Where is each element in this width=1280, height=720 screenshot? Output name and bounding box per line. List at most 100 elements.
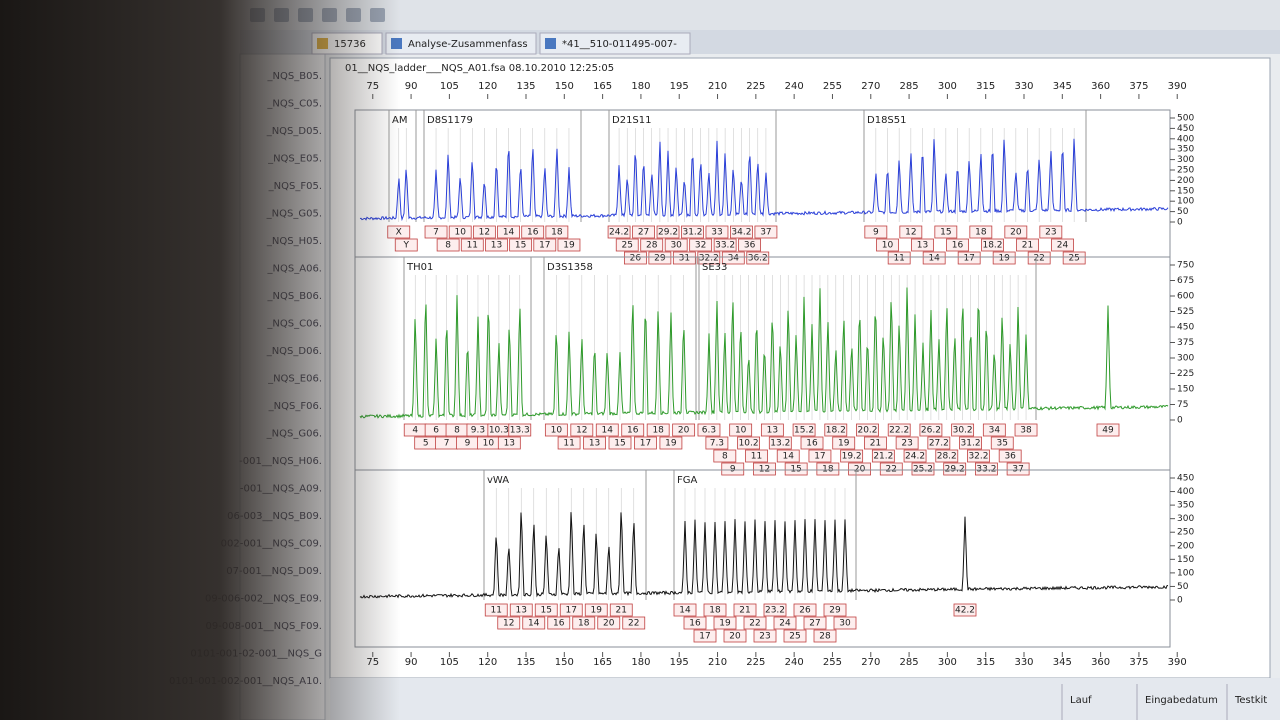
allele-label: 6 bbox=[433, 426, 439, 436]
allele-box bbox=[497, 436, 521, 450]
allele-label: 21 bbox=[1022, 241, 1033, 251]
y-tick-label: 400 bbox=[1177, 487, 1194, 497]
allele-label: 32 bbox=[695, 241, 706, 251]
allele-label: 13 bbox=[917, 241, 928, 251]
allele-box bbox=[951, 423, 975, 437]
size-tick-label: 255 bbox=[823, 81, 842, 92]
allele-label: 29 bbox=[829, 606, 841, 616]
allele-label: 19 bbox=[591, 606, 603, 616]
allele-label: 16 bbox=[806, 439, 818, 449]
allele-label: 28 bbox=[819, 632, 831, 642]
allele-box bbox=[547, 616, 571, 630]
size-tick-label: 105 bbox=[440, 81, 459, 92]
allele-box bbox=[448, 225, 472, 239]
allele-label: 22 bbox=[749, 619, 760, 629]
allele-box bbox=[856, 423, 879, 437]
allele-box bbox=[436, 238, 460, 252]
allele-label: 23 bbox=[759, 632, 770, 642]
allele-label: 28 bbox=[646, 241, 658, 251]
allele-label: 23 bbox=[1045, 228, 1056, 238]
allele-label: 14 bbox=[679, 606, 691, 616]
allele-label: 15 bbox=[940, 228, 951, 238]
allele-label: 14 bbox=[783, 452, 795, 462]
size-tick-label: 300 bbox=[938, 657, 957, 668]
marker-name: SE33 bbox=[702, 262, 727, 273]
size-tick-label: 300 bbox=[938, 81, 957, 92]
size-tick-label: 345 bbox=[1053, 657, 1072, 668]
allele-box bbox=[969, 225, 993, 239]
size-tick-label: 315 bbox=[976, 657, 995, 668]
allele-box bbox=[672, 423, 696, 437]
allele-label: 17 bbox=[566, 606, 577, 616]
allele-box bbox=[485, 238, 508, 252]
allele-box bbox=[570, 423, 594, 437]
allele-box bbox=[903, 449, 927, 463]
allele-label: 32.2 bbox=[699, 254, 719, 264]
allele-label: 22.2 bbox=[889, 426, 909, 436]
allele-box bbox=[705, 436, 729, 450]
size-tick-label: 225 bbox=[746, 657, 765, 668]
allele-label: 38 bbox=[1020, 426, 1032, 436]
toolbar bbox=[240, 0, 1280, 30]
allele-label: 13 bbox=[504, 439, 515, 449]
allele-label: 15 bbox=[515, 241, 526, 251]
allele-label: 13.2 bbox=[770, 439, 790, 449]
y-tick-label: 150 bbox=[1177, 385, 1194, 395]
allele-label: 9 bbox=[465, 439, 471, 449]
allele-box bbox=[521, 225, 545, 239]
marker-name: vWA bbox=[487, 475, 509, 486]
allele-label: 13.3 bbox=[510, 426, 530, 436]
allele-box bbox=[508, 423, 532, 437]
allele-label: 11 bbox=[893, 254, 904, 264]
allele-box bbox=[583, 436, 606, 450]
allele-label: 20.2 bbox=[857, 426, 877, 436]
allele-label: 31.2 bbox=[961, 439, 981, 449]
allele-box bbox=[460, 238, 484, 252]
allele-label: 20 bbox=[729, 632, 741, 642]
allele-label: 11 bbox=[467, 241, 478, 251]
allele-box bbox=[584, 603, 608, 617]
allele-box bbox=[557, 436, 581, 450]
allele-label: 22 bbox=[628, 619, 639, 629]
allele-box bbox=[823, 603, 847, 617]
allele-box bbox=[957, 251, 981, 265]
allele-box bbox=[484, 603, 508, 617]
size-tick-label: 255 bbox=[823, 657, 842, 668]
allele-label: 20 bbox=[1010, 228, 1022, 238]
allele-box bbox=[753, 462, 776, 476]
allele-box bbox=[922, 251, 946, 265]
allele-label: 37 bbox=[760, 228, 771, 238]
y-tick-label: 500 bbox=[1177, 114, 1194, 124]
allele-box bbox=[1096, 423, 1120, 437]
allele-label: 13 bbox=[516, 606, 527, 616]
size-tick-label: 180 bbox=[631, 81, 650, 92]
allele-label: 16 bbox=[553, 619, 565, 629]
allele-box bbox=[672, 251, 696, 265]
tab-label: Analyse-Zusammenfass bbox=[408, 39, 528, 50]
size-tick-label: 390 bbox=[1168, 657, 1187, 668]
y-tick-label: 350 bbox=[1177, 145, 1194, 155]
allele-label: 17 bbox=[963, 254, 974, 264]
y-tick-label: 250 bbox=[1177, 166, 1194, 176]
allele-box bbox=[509, 603, 533, 617]
y-tick-label: 300 bbox=[1177, 354, 1194, 364]
allele-label: 10 bbox=[735, 426, 747, 436]
foreground-shade bbox=[0, 0, 400, 720]
allele-label: 21 bbox=[739, 606, 750, 616]
allele-box bbox=[800, 436, 824, 450]
allele-box bbox=[816, 462, 840, 476]
allele-box bbox=[534, 603, 558, 617]
allele-label: 20 bbox=[603, 619, 615, 629]
allele-box bbox=[738, 238, 762, 252]
trace bbox=[359, 287, 1169, 419]
status-bar bbox=[330, 678, 1280, 720]
allele-box bbox=[608, 436, 632, 450]
allele-label: 30.2 bbox=[953, 426, 973, 436]
allele-label: 30 bbox=[839, 619, 851, 629]
allele-box bbox=[998, 449, 1022, 463]
allele-label: 31.2 bbox=[682, 228, 702, 238]
allele-label: 7 bbox=[433, 228, 439, 238]
allele-label: 24.2 bbox=[609, 228, 629, 238]
size-tick-label: 210 bbox=[708, 657, 727, 668]
allele-label: 7.3 bbox=[710, 439, 724, 449]
